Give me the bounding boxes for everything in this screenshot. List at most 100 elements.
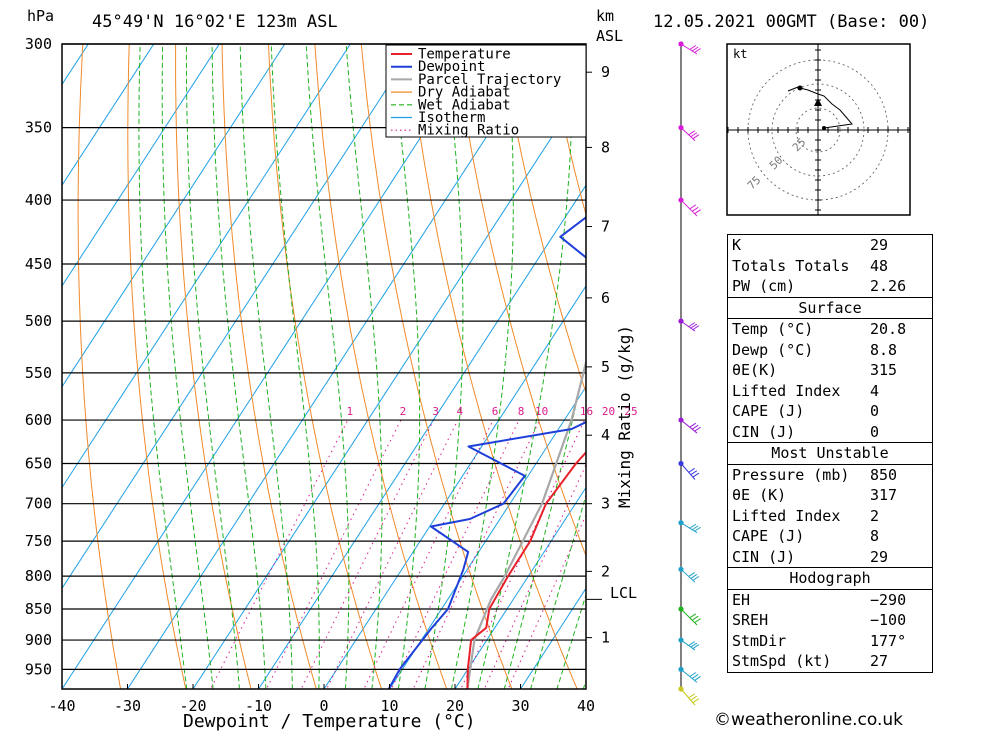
pressure-tick-label: 450 — [25, 255, 52, 273]
dry-adiabat-line — [314, 44, 448, 689]
wet-adiabat-line — [239, 44, 293, 689]
wet-adiabat-line — [270, 44, 320, 689]
dry-adiabat-line — [175, 44, 252, 689]
wind-barb-feather — [688, 130, 695, 136]
legend-box — [385, 44, 587, 138]
pressure-tick-label: 600 — [25, 411, 52, 429]
indices-label: StmDir — [727, 630, 866, 651]
legend-label: Mixing Ratio — [418, 123, 519, 139]
isotherm-line — [62, 44, 155, 187]
storm-motion-marker — [814, 98, 822, 106]
wet-adiabat-line — [138, 44, 188, 689]
dry-adiabat-line — [221, 44, 317, 689]
indices-row: CAPE (J) 8 — [727, 526, 933, 547]
wind-barb-feather — [689, 672, 697, 677]
wind-barb-feather — [690, 323, 698, 329]
indices-value: 29 — [866, 546, 933, 568]
background-lines — [62, 44, 586, 689]
wind-barb-feather — [690, 573, 698, 579]
asl-label: ASL — [596, 27, 623, 45]
indices-value: 850 — [866, 463, 933, 485]
km-unit-label: km — [596, 7, 614, 25]
wind-barb-feather — [694, 526, 701, 532]
parcel-trajectory-line — [466, 358, 586, 689]
wind-barb-feather — [690, 642, 698, 648]
dry-adiabat-line — [407, 44, 578, 689]
indices-label: PW (cm) — [727, 276, 866, 298]
wind-barb-feather — [694, 676, 701, 681]
profile-lines — [387, 216, 586, 689]
km-tick-label: 5 — [601, 358, 610, 376]
pressure-tick-label: 750 — [25, 532, 52, 550]
wind-barb-feather — [694, 618, 701, 624]
dry-adiabat-line — [77, 44, 122, 689]
indices-label: Lifted Index — [727, 380, 866, 401]
wind-barb-staff — [680, 568, 696, 583]
wind-barb-staff — [680, 608, 698, 626]
location-title: 45°49'N 16°02'E 123m ASL — [92, 12, 338, 32]
indices-label: SREH — [727, 610, 866, 631]
indices-value: 27 — [866, 651, 933, 673]
indices-label: StmSpd (kt) — [727, 651, 866, 673]
wind-barb-staff — [680, 463, 696, 480]
mixing-ratio-tick-label: 20 — [602, 405, 615, 418]
x-tick-label: -40 — [48, 697, 75, 715]
wind-barb-feather — [688, 693, 695, 699]
indices-row: Totals Totals 48 — [727, 255, 933, 276]
legend-label: Temperature — [418, 47, 511, 63]
mixing-ratio-tick-label: 2 — [400, 405, 407, 418]
x-axis-label: Dewpoint / Temperature (°C) — [183, 711, 476, 732]
indices-row: SREH −100 — [727, 610, 933, 631]
indices-label: Temp (°C) — [727, 318, 866, 340]
legend-label: Dry Adiabat — [418, 85, 511, 101]
indices-label: CIN (J) — [727, 546, 866, 568]
indices-row: StmSpd (kt) 27 — [727, 651, 933, 673]
km-tick-label: 7 — [601, 218, 610, 236]
wind-barb-staff — [680, 522, 698, 534]
pressure-tick-label: 500 — [25, 312, 52, 330]
wind-barb-feather — [690, 470, 698, 476]
wind-barb-feather — [692, 575, 700, 581]
indices-value: −290 — [866, 588, 933, 610]
isotherm-line — [257, 184, 586, 689]
indices-label: Lifted Index — [727, 505, 866, 526]
wind-barb-feather — [691, 674, 699, 679]
hodograph-point-top — [797, 85, 803, 91]
legend-label: Parcel Trajectory — [418, 72, 561, 88]
wet-adiabat-line — [345, 44, 383, 689]
indices-value: −100 — [866, 610, 933, 631]
mixing-ratio-tick-label: 1 — [346, 405, 353, 418]
x-tick-label: -30 — [114, 697, 141, 715]
wind-barb-feather — [694, 426, 701, 432]
indices-row: CAPE (J) 0 — [727, 401, 933, 422]
dry-adiabat-line — [267, 44, 383, 689]
temperature-line — [466, 450, 586, 689]
axes: 1 2 3 4 6 8 10 16 20 2530035040045050055060065070… — [25, 35, 638, 715]
indices-value: 0 — [866, 421, 933, 443]
indices-row: CIN (J) 29 — [727, 546, 933, 568]
hodograph-point-surface — [822, 126, 826, 130]
isotherm-line — [62, 44, 417, 590]
indices-section-title: Most Unstable — [727, 442, 933, 465]
indices-label: Pressure (mb) — [727, 463, 866, 485]
mixing-ratio-axis-label: Mixing Ratio (g/kg) — [615, 325, 634, 508]
wind-barb-feather — [691, 46, 699, 52]
indices-value: 48 — [866, 255, 933, 276]
hodograph-trace — [799, 87, 853, 129]
km-tick-label: 4 — [601, 426, 610, 444]
legend-label: Wet Adiabat — [418, 97, 511, 113]
wind-profile — [678, 41, 701, 706]
dewpoint-line — [387, 216, 586, 689]
indices-row: EH −290 — [727, 588, 933, 610]
pressure-tick-label: 900 — [25, 631, 52, 649]
mixing-ratio-tick-label: 8 — [518, 405, 525, 418]
wind-barb-feather — [689, 204, 697, 210]
wind-barb-feather — [692, 698, 700, 704]
indices-label: θE(K) — [727, 360, 866, 381]
isotherm-line — [323, 285, 586, 689]
wet-adiabat-line — [185, 44, 240, 689]
km-tick-label: 8 — [601, 138, 610, 156]
